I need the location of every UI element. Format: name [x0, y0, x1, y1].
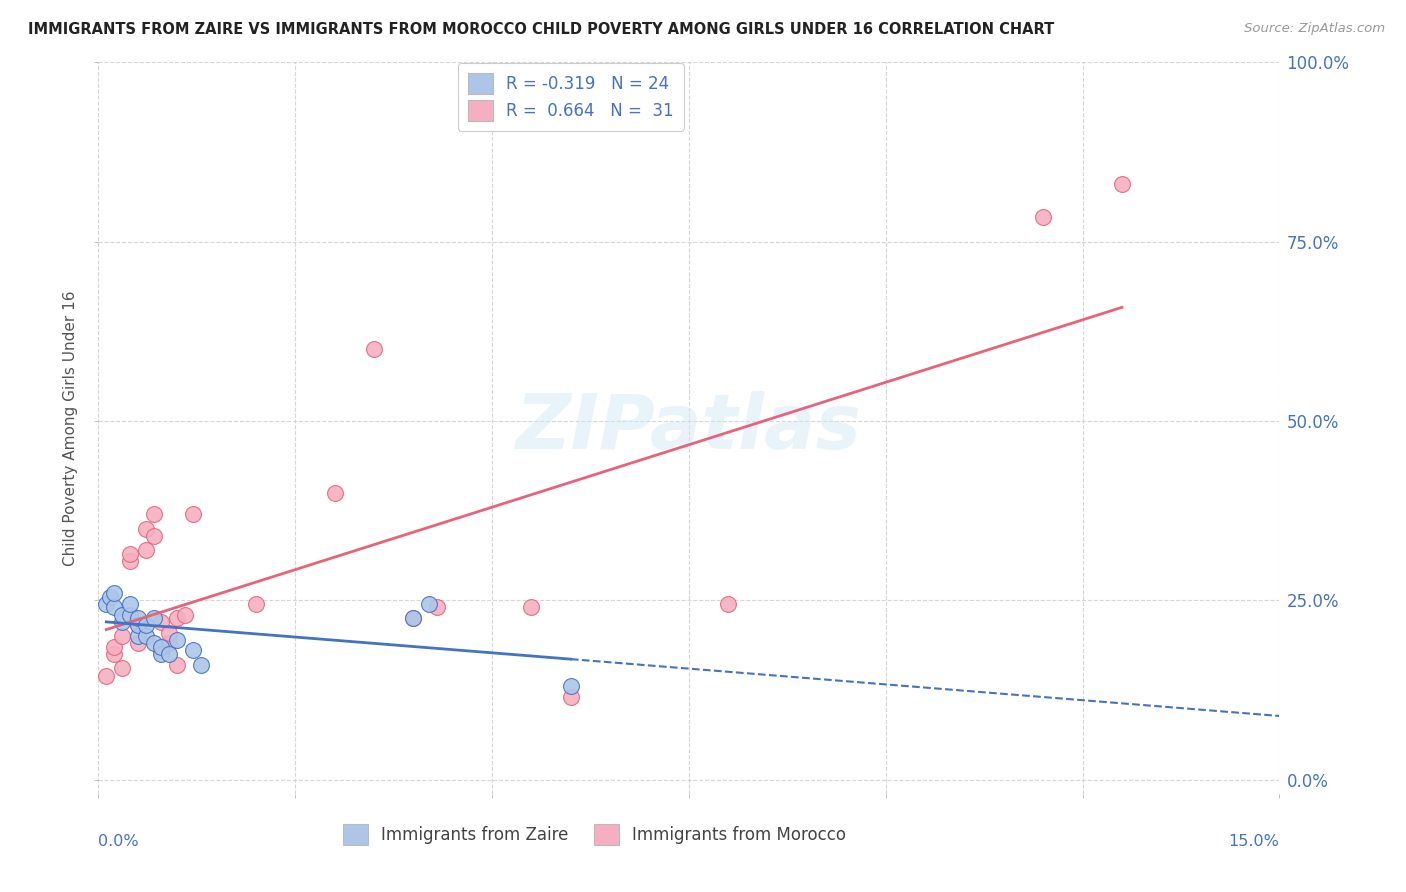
Point [150, 647, 173, 661]
Point [150, 615, 173, 629]
Point [103, 600, 125, 615]
Point [157, 636, 180, 650]
Point [103, 640, 125, 654]
Point [150, 640, 173, 654]
Point [118, 547, 141, 561]
Point [323, 485, 346, 500]
Point [418, 597, 440, 611]
Point [150, 643, 173, 657]
Point [111, 661, 134, 675]
Text: IMMIGRANTS FROM ZAIRE VS IMMIGRANTS FROM MOROCCO CHILD POVERTY AMONG GIRLS UNDER: IMMIGRANTS FROM ZAIRE VS IMMIGRANTS FROM… [28, 22, 1054, 37]
Point [560, 690, 582, 704]
Point [111, 607, 134, 622]
Point [111, 629, 134, 643]
Point [402, 611, 425, 625]
Point [142, 507, 165, 521]
Point [426, 600, 449, 615]
Point [520, 600, 543, 615]
Point [166, 632, 188, 647]
Point [157, 647, 180, 661]
Point [127, 618, 149, 632]
Point [190, 657, 212, 672]
Point [363, 343, 385, 357]
Point [127, 629, 149, 643]
Point [717, 597, 740, 611]
Point [245, 597, 267, 611]
Point [1032, 210, 1054, 224]
Point [174, 607, 197, 622]
Point [127, 636, 149, 650]
Point [181, 643, 204, 657]
Point [135, 543, 157, 558]
Point [166, 611, 188, 625]
Point [118, 607, 141, 622]
Point [402, 611, 425, 625]
Point [103, 647, 125, 661]
Point [118, 597, 141, 611]
Text: Source: ZipAtlas.com: Source: ZipAtlas.com [1244, 22, 1385, 36]
Point [135, 522, 157, 536]
Point [142, 636, 165, 650]
Point [166, 657, 188, 672]
Point [157, 625, 180, 640]
Point [103, 586, 125, 600]
Text: ZIPatlas: ZIPatlas [516, 392, 862, 465]
Point [1111, 178, 1133, 192]
Point [111, 615, 134, 629]
Text: 0.0%: 0.0% [98, 834, 139, 849]
Point [135, 618, 157, 632]
Y-axis label: Child Poverty Among Girls Under 16: Child Poverty Among Girls Under 16 [63, 291, 79, 566]
Point [98, 590, 121, 604]
Point [142, 529, 165, 543]
Point [127, 611, 149, 625]
Point [135, 629, 157, 643]
Point [127, 618, 149, 632]
Point [142, 611, 165, 625]
Point [181, 507, 204, 521]
Point [118, 554, 141, 568]
Point [96, 597, 118, 611]
Text: 15.0%: 15.0% [1229, 834, 1279, 849]
Point [96, 668, 118, 682]
Legend: Immigrants from Zaire, Immigrants from Morocco: Immigrants from Zaire, Immigrants from M… [336, 818, 852, 851]
Point [560, 679, 582, 693]
